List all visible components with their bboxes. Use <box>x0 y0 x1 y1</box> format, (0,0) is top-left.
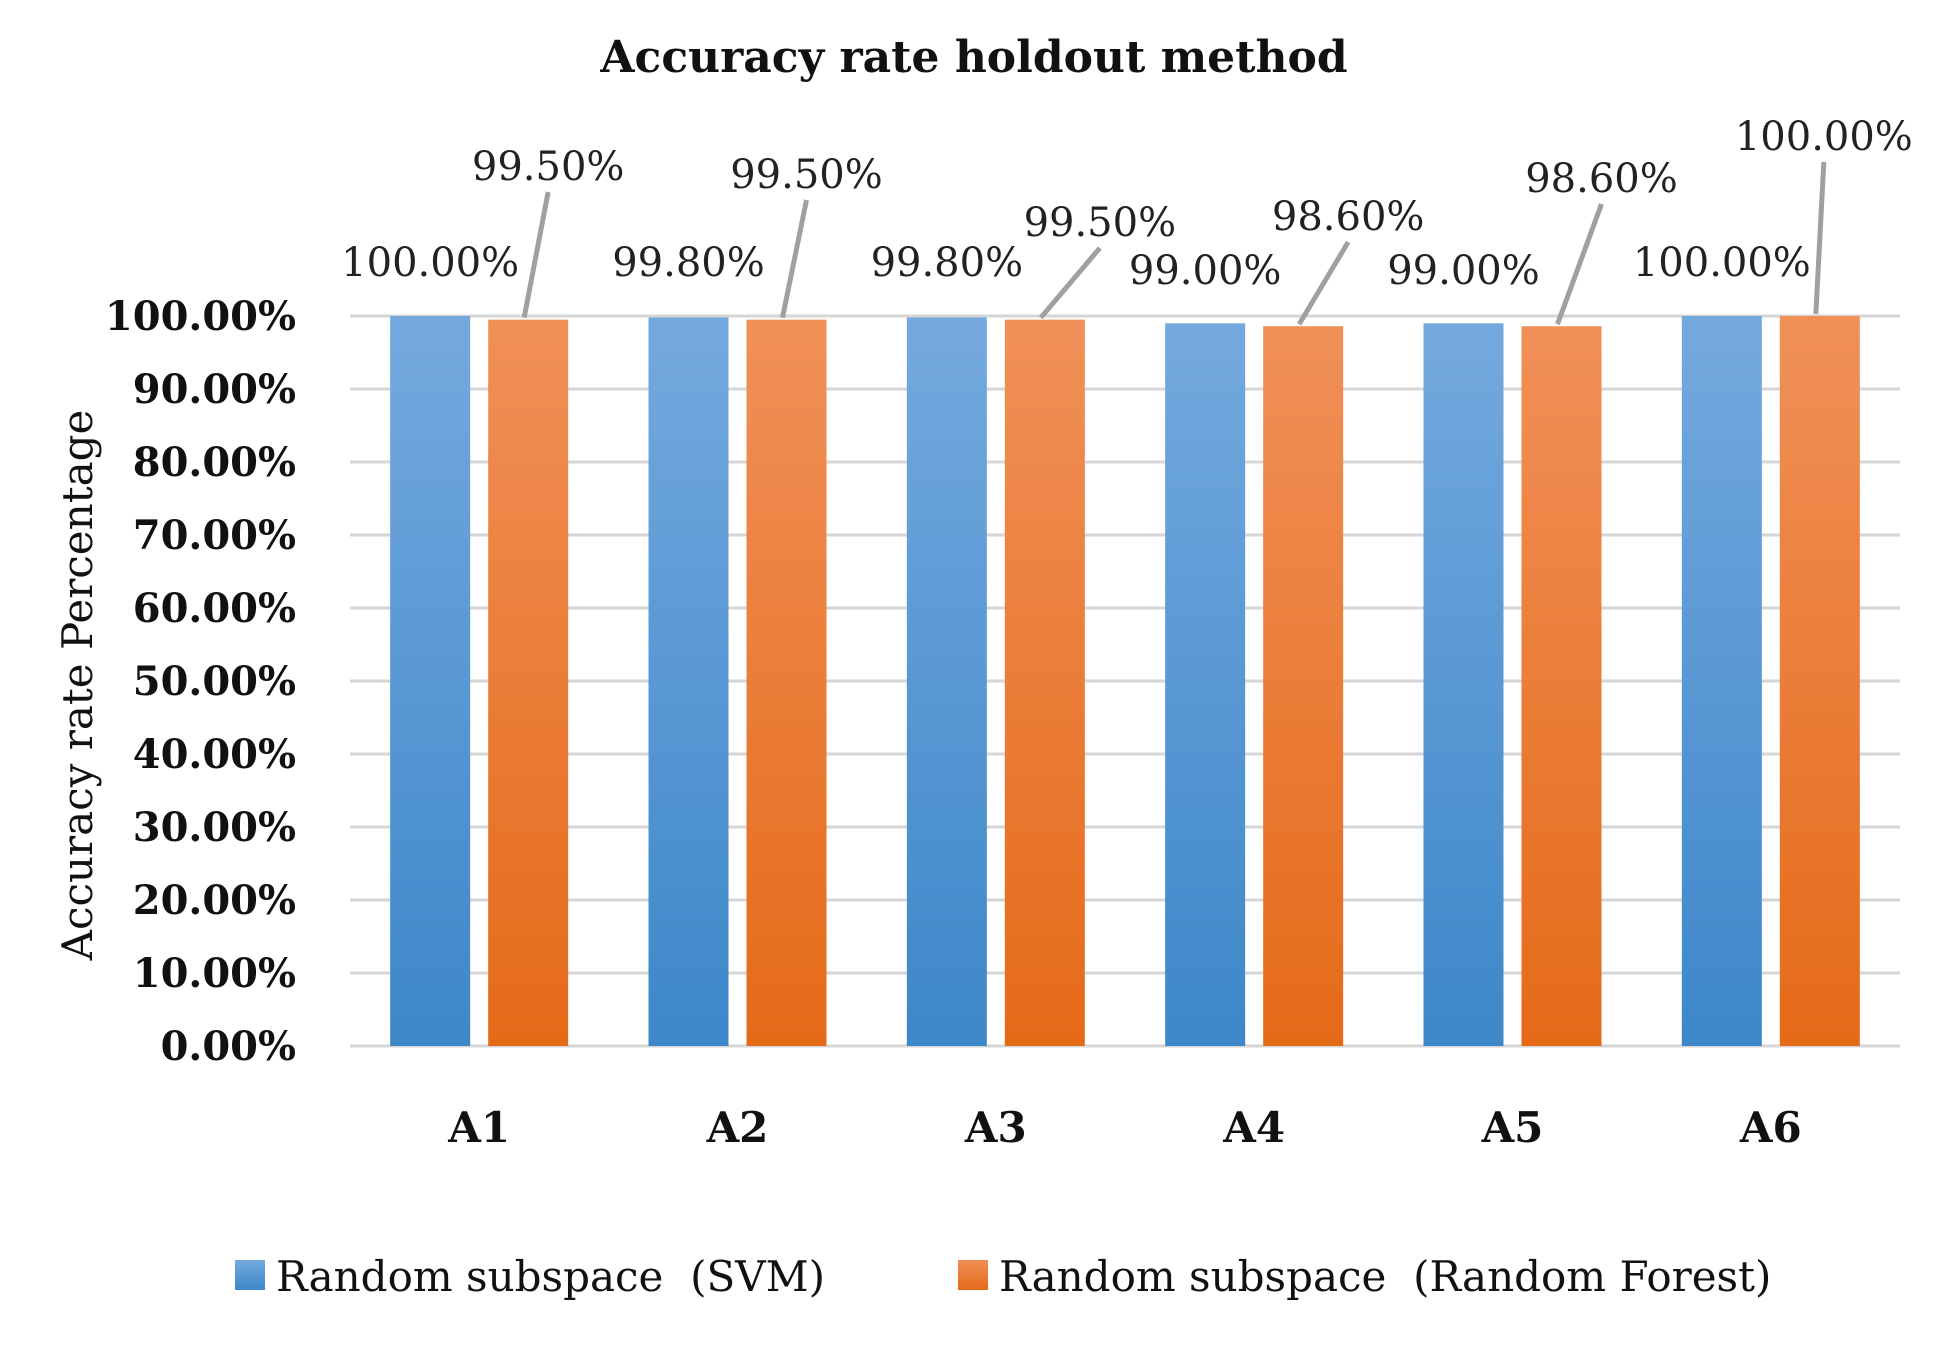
legend-swatch-svm <box>235 1260 265 1290</box>
y-tick-label: 100.00% <box>105 293 296 340</box>
label-leader-lines <box>521 161 1827 326</box>
data-label-random-forest-a3: 99.50% <box>1024 200 1177 246</box>
bar-svm-a3 <box>906 317 987 1047</box>
leader-line <box>1813 161 1827 315</box>
legend-swatch-random-forest <box>958 1260 988 1290</box>
y-tick-label: 80.00% <box>133 439 296 486</box>
data-label-random-forest-a6: 100.00% <box>1735 114 1913 160</box>
y-axis-ticks: 0.00% 10.00% 20.00% 30.00% 40.00% 50.00% 60.00… <box>105 293 296 1070</box>
bar-svm-a6 <box>1681 316 1762 1046</box>
legend: Random subspace (SVM) Random subspace (R… <box>235 1252 1771 1301</box>
y-tick-label: 30.00% <box>133 804 296 851</box>
x-tick-label-a3: A3 <box>964 1103 1027 1152</box>
bars <box>390 316 1860 1047</box>
x-tick-label-a5: A5 <box>1481 1103 1544 1152</box>
data-label-random-forest-a2: 99.50% <box>730 152 883 198</box>
y-tick-label: 60.00% <box>133 585 296 632</box>
data-label-svm-a4: 99.00% <box>1129 248 1282 294</box>
y-tick-label: 10.00% <box>133 950 296 997</box>
legend-label-svm: Random subspace (SVM) <box>276 1252 825 1301</box>
gridlines <box>350 314 1900 1048</box>
y-tick-label: 90.00% <box>133 366 296 413</box>
legend-label-random-forest: Random subspace (Random Forest) <box>999 1252 1771 1301</box>
bar-svm-a2 <box>648 317 729 1047</box>
bar-random-forest-a6 <box>1779 316 1860 1046</box>
data-label-svm-a5: 99.00% <box>1387 248 1540 294</box>
x-tick-label-a2: A2 <box>706 1103 769 1152</box>
y-tick-label: 0.00% <box>161 1023 296 1070</box>
x-tick-label-a4: A4 <box>1222 1103 1285 1152</box>
data-label-svm-a6: 100.00% <box>1633 240 1811 286</box>
bar-svm-a5 <box>1423 323 1504 1046</box>
y-tick-label: 70.00% <box>133 512 296 559</box>
x-tick-label-a6: A6 <box>1739 1103 1802 1152</box>
data-label-svm-a2: 99.80% <box>612 240 765 286</box>
bar-random-forest-a4 <box>1263 326 1344 1047</box>
data-label-random-forest-a5: 98.60% <box>1525 156 1678 202</box>
y-tick-label: 40.00% <box>133 731 296 778</box>
leader-line <box>1555 203 1604 326</box>
leader-line <box>521 191 551 319</box>
data-label-random-forest-a4: 98.60% <box>1272 194 1425 240</box>
y-axis-label: Accuracy rate Percentage <box>53 410 102 962</box>
bar-random-forest-a3 <box>1004 319 1085 1046</box>
leader-line <box>1297 240 1351 326</box>
leader-line <box>780 199 809 319</box>
x-axis-ticks: A1 A2 A3 A4 A5 A6 <box>447 1103 1801 1152</box>
bar-random-forest-a2 <box>746 319 827 1046</box>
y-tick-label: 50.00% <box>133 658 296 705</box>
data-label-random-forest-a1: 99.50% <box>472 144 625 190</box>
chart-title: Accuracy rate holdout method <box>599 32 1347 83</box>
leader-line <box>1038 246 1102 320</box>
bar-random-forest-a5 <box>1521 326 1602 1047</box>
bar-svm-a4 <box>1165 323 1246 1046</box>
data-label-svm-a3: 99.80% <box>871 240 1024 286</box>
bar-random-forest-a1 <box>488 319 569 1046</box>
data-labels: 100.00%99.50%99.80%99.50%99.80%99.50%99.… <box>341 114 1913 294</box>
bar-svm-a1 <box>390 316 471 1046</box>
data-label-svm-a1: 100.00% <box>341 240 519 286</box>
y-tick-label: 20.00% <box>133 877 296 924</box>
x-tick-label-a1: A1 <box>447 1103 510 1152</box>
